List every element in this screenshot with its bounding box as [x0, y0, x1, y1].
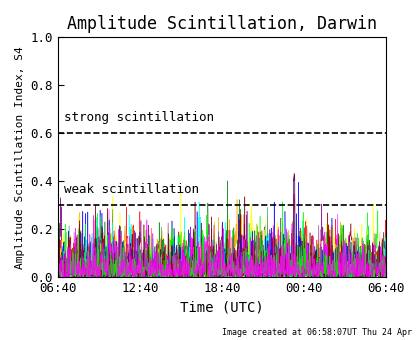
Y-axis label: Amplitude Scintillation Index, S4: Amplitude Scintillation Index, S4 — [15, 46, 25, 269]
X-axis label: Time (UTC): Time (UTC) — [180, 301, 264, 315]
Title: Amplitude Scintillation, Darwin: Amplitude Scintillation, Darwin — [67, 15, 377, 33]
Text: weak scintillation: weak scintillation — [65, 183, 200, 196]
Text: Image created at 06:58:07UT Thu 24 Apr: Image created at 06:58:07UT Thu 24 Apr — [222, 328, 412, 337]
Text: strong scintillation: strong scintillation — [65, 111, 215, 124]
